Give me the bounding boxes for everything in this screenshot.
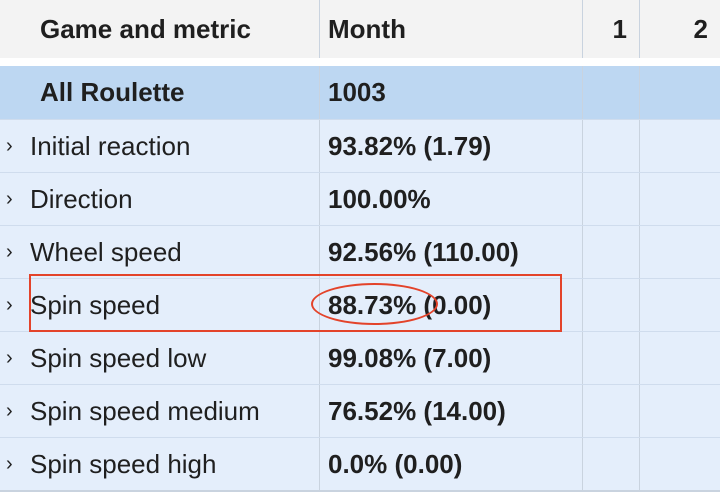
metric-label: Spin speed high — [30, 449, 217, 479]
group-row-all-roulette[interactable]: All Roulette 1003 — [0, 66, 720, 119]
day-2-value — [640, 120, 720, 173]
table-row[interactable]: › Wheel speed 92.56% (110.00) — [0, 225, 720, 279]
chevron-right-icon[interactable]: › — [6, 188, 13, 210]
day-1-value — [583, 226, 640, 279]
metric-label: Initial reaction — [30, 131, 191, 161]
month-value: 93.82% (1.79) — [320, 120, 583, 173]
table-row[interactable]: › Spin speed high 0.0% (0.00) — [0, 437, 720, 491]
day-1-value — [583, 438, 640, 491]
day-2-value — [640, 438, 720, 491]
metric-label: Spin speed low — [30, 343, 207, 373]
metric-cell: › Spin speed low — [0, 332, 320, 385]
day-1-value — [583, 173, 640, 226]
metric-cell: › Spin speed medium — [0, 385, 320, 438]
day-2-value — [640, 226, 720, 279]
metric-cell: › Spin speed high — [0, 438, 320, 491]
month-value: 0.0% (0.00) — [320, 438, 583, 491]
month-value: 100.00% — [320, 173, 583, 226]
metric-label: Spin speed medium — [30, 396, 260, 426]
metric-label: Spin speed — [30, 290, 161, 320]
chevron-right-icon[interactable]: › — [6, 400, 13, 422]
table-row[interactable]: › Spin speed medium 76.52% (14.00) — [0, 384, 720, 438]
month-value: 99.08% (7.00) — [320, 332, 583, 385]
group-month-value: 1003 — [320, 66, 583, 119]
table-row[interactable]: › Initial reaction 93.82% (1.79) — [0, 119, 720, 173]
group-day-1-value — [583, 66, 640, 119]
chevron-right-icon[interactable]: › — [6, 135, 13, 157]
chevron-right-icon[interactable]: › — [6, 294, 13, 316]
day-2-value — [640, 385, 720, 438]
day-2-value — [640, 173, 720, 226]
metric-cell: › Wheel speed — [0, 226, 320, 279]
table-header: Game and metric Month 1 2 — [0, 0, 720, 59]
group-day-2-value — [640, 66, 720, 119]
column-header-metric[interactable]: Game and metric — [0, 0, 320, 58]
metric-label: Wheel speed — [30, 237, 182, 267]
month-value: 76.52% (14.00) — [320, 385, 583, 438]
column-header-month[interactable]: Month — [320, 0, 583, 58]
day-2-value — [640, 279, 720, 332]
chevron-right-icon[interactable]: › — [6, 347, 13, 369]
table-row[interactable]: › Spin speed 88.73% (0.00) — [0, 278, 720, 332]
day-1-value — [583, 120, 640, 173]
column-header-day-1[interactable]: 1 — [583, 0, 640, 58]
month-value: 88.73% (0.00) — [320, 279, 583, 332]
day-1-value — [583, 279, 640, 332]
metric-label: Direction — [30, 184, 133, 214]
metric-cell: › Spin speed — [0, 279, 320, 332]
month-value: 92.56% (110.00) — [320, 226, 583, 279]
metric-cell: › Initial reaction — [0, 120, 320, 173]
day-2-value — [640, 332, 720, 385]
table-row[interactable]: › Direction 100.00% — [0, 172, 720, 226]
header-spacer — [0, 58, 720, 66]
day-1-value — [583, 385, 640, 438]
table-bottom-border — [0, 490, 720, 492]
group-label: All Roulette — [0, 66, 320, 119]
metric-cell: › Direction — [0, 173, 320, 226]
chevron-right-icon[interactable]: › — [6, 241, 13, 263]
column-header-day-2[interactable]: 2 — [693, 13, 708, 44]
table-row[interactable]: › Spin speed low 99.08% (7.00) — [0, 331, 720, 385]
day-1-value — [583, 332, 640, 385]
chevron-right-icon[interactable]: › — [6, 453, 13, 475]
